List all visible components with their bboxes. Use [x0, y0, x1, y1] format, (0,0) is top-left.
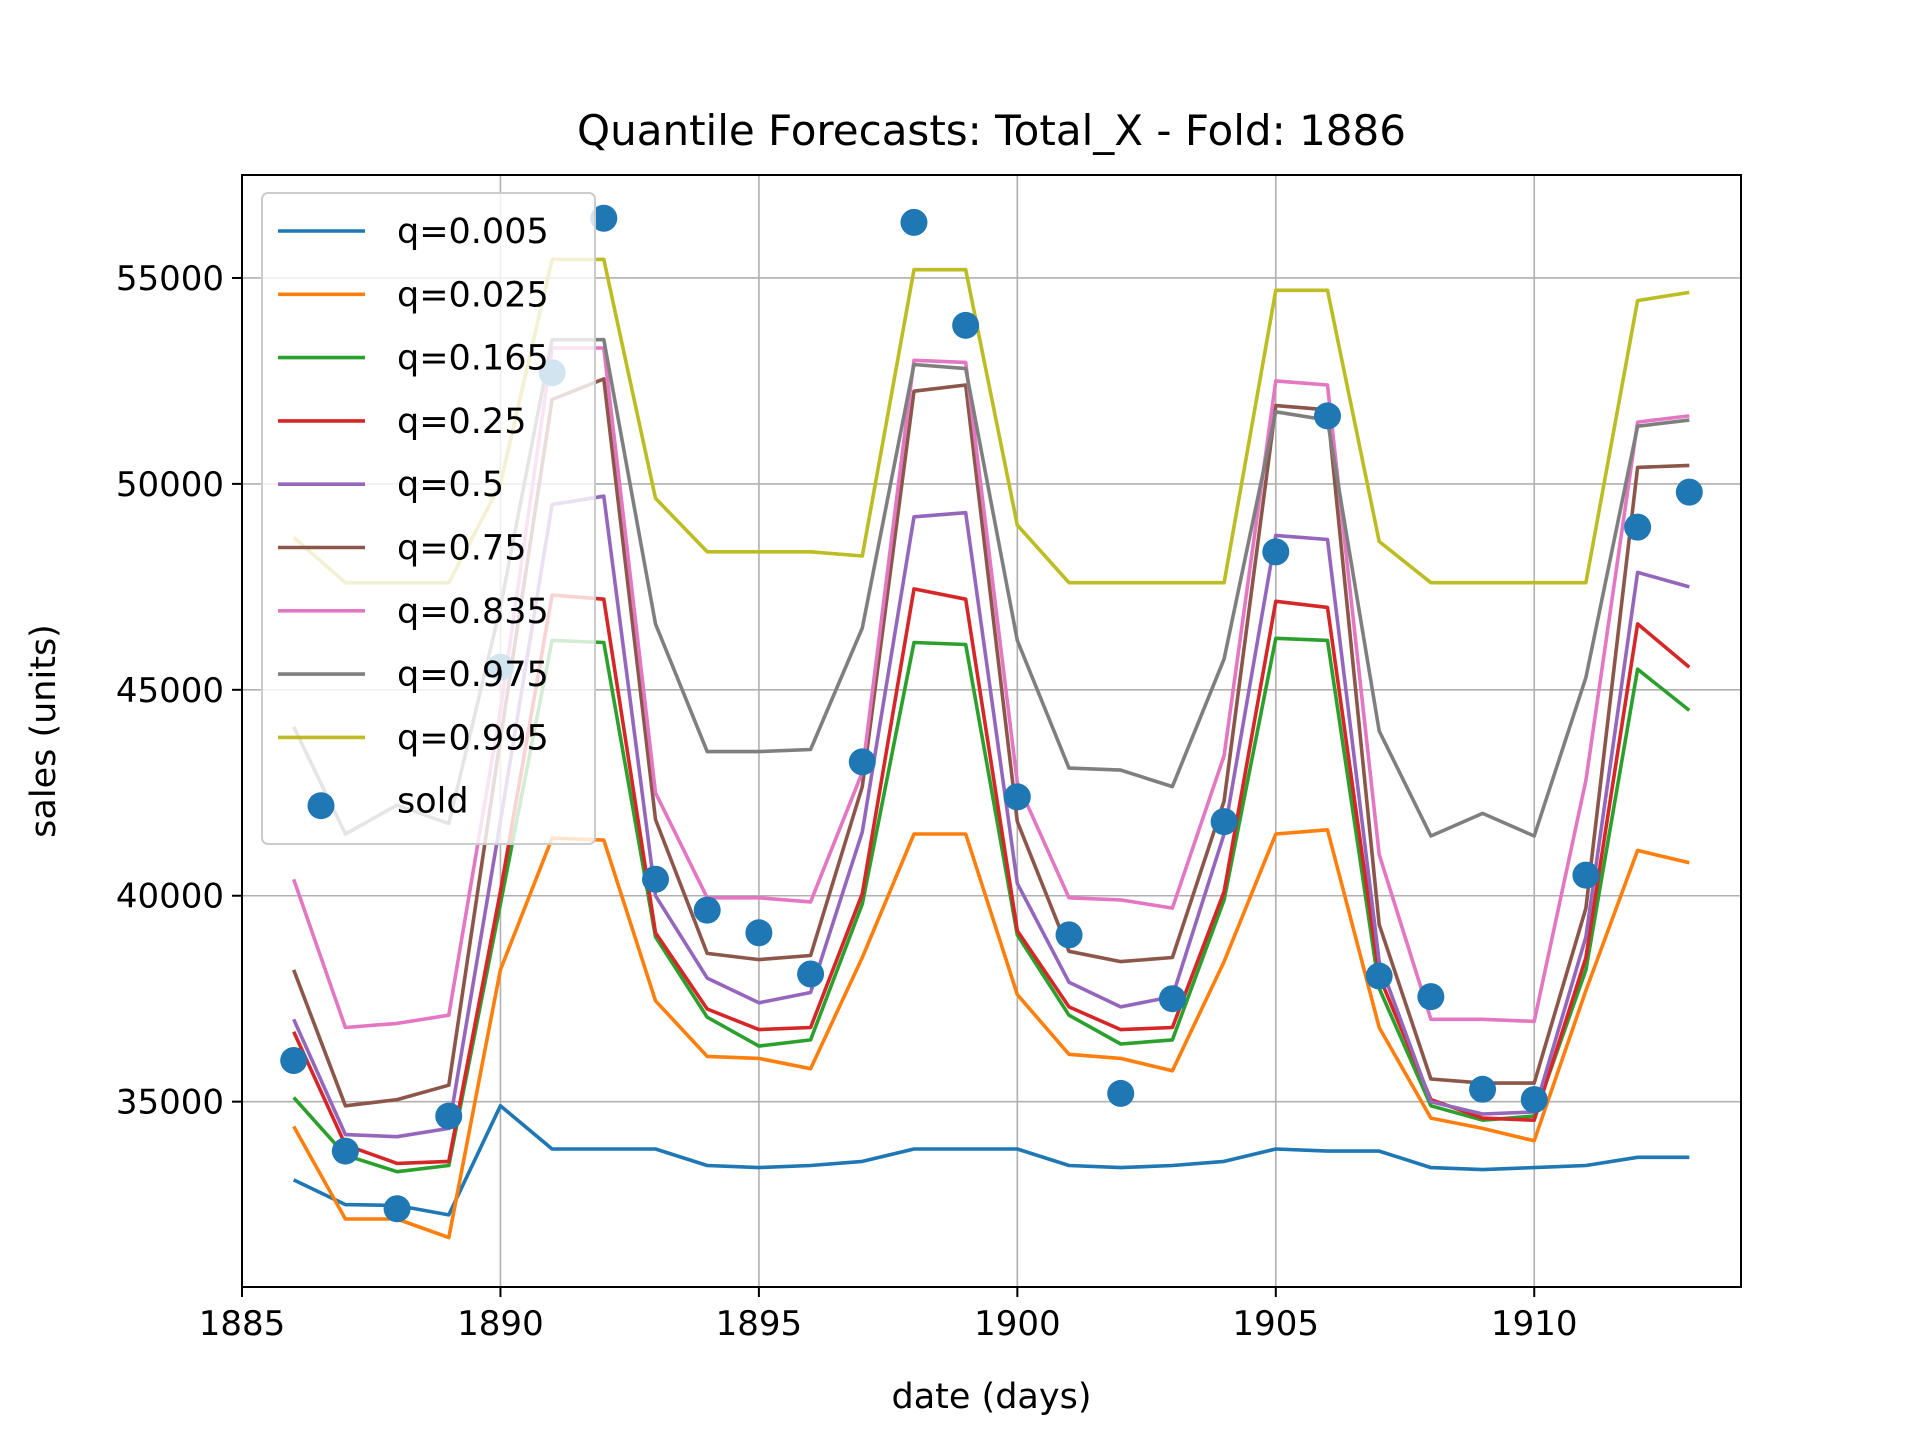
x-tick-label: 1900	[974, 1304, 1061, 1344]
legend: q=0.005 q=0.025 q=0.165 q=0.25 q=0.5 q=0.75 q=…	[261, 192, 596, 845]
sold-point	[952, 311, 980, 339]
legend-label: q=0.25	[397, 402, 526, 442]
sold-point	[1469, 1075, 1497, 1103]
legend-label: q=0.995	[397, 718, 549, 758]
legend-label: q=0.835	[397, 592, 549, 632]
legend-label: q=0.75	[397, 529, 526, 569]
sold-point	[1572, 861, 1600, 889]
x-tick-label: 1895	[716, 1304, 803, 1344]
y-tick-label: 40000	[116, 877, 224, 917]
legend-label: sold	[397, 782, 469, 822]
sold-point	[1520, 1086, 1548, 1114]
x-tick-label: 1885	[199, 1304, 286, 1344]
legend-label: q=0.5	[397, 465, 504, 505]
series-line-q=0.005	[292, 1104, 1690, 1217]
y-axis-label: sales (units)	[24, 624, 64, 838]
sold-point	[1003, 783, 1031, 811]
sold-point	[848, 748, 876, 776]
x-tick-label: 1905	[1233, 1304, 1320, 1344]
sold-point	[900, 208, 928, 236]
sold-point	[383, 1195, 411, 1223]
y-tick-label: 55000	[116, 259, 224, 299]
legend-label: q=0.975	[397, 655, 549, 695]
chart-title: Quantile Forecasts: Total_X - Fold: 1886	[577, 106, 1406, 155]
sold-point	[1158, 985, 1186, 1013]
legend-box	[261, 192, 596, 845]
sold-point	[435, 1102, 463, 1130]
y-tick-label: 45000	[116, 671, 224, 711]
series-line-q=0.025	[292, 827, 1690, 1240]
sold-point	[1313, 402, 1341, 430]
legend-label: q=0.005	[397, 212, 549, 252]
y-tick-label: 50000	[116, 465, 224, 505]
sold-point	[1107, 1079, 1135, 1107]
legend-swatch-dot	[307, 792, 335, 820]
x-axis-label: date (days)	[892, 1377, 1092, 1417]
sold-point	[745, 919, 773, 947]
sold-point	[642, 865, 670, 893]
sold-point	[693, 896, 721, 924]
sold-point	[1055, 921, 1083, 949]
axes-frame	[241, 174, 1742, 1288]
x-tick-label: 1910	[1491, 1304, 1578, 1344]
x-axis-ticks: 1885 1890 1895 1900 1905 1910	[199, 1287, 1578, 1344]
sold-point	[1365, 962, 1393, 990]
sold-point	[1675, 478, 1703, 506]
y-tick-label: 35000	[116, 1083, 224, 1123]
sold-point	[590, 204, 618, 232]
legend-label: q=0.165	[397, 339, 549, 379]
sold-point	[797, 960, 825, 988]
sold-point	[1624, 513, 1652, 541]
sold-point	[1262, 538, 1290, 566]
sold-point	[331, 1137, 359, 1165]
sold-point	[1417, 983, 1445, 1011]
x-tick-label: 1890	[457, 1304, 544, 1344]
sold-point	[280, 1046, 308, 1074]
legend-label: q=0.025	[397, 275, 549, 315]
y-axis-ticks: 35000 40000 45000 50000 55000	[116, 259, 242, 1123]
sold-point	[1210, 808, 1238, 836]
